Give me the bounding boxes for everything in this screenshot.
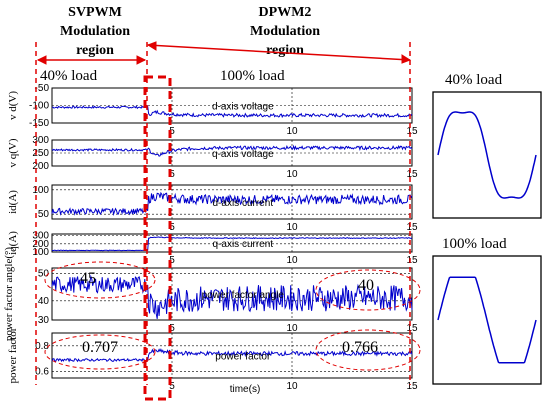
region-boundaries — [35, 42, 421, 401]
dpwm2-title-line1: DPWM2 — [259, 5, 312, 20]
panel-title-pf: power factor — [215, 352, 271, 363]
x-tick-label: 5 — [169, 255, 175, 266]
series-line-pf — [51, 348, 413, 363]
x-tick-label: 15 — [406, 255, 418, 266]
load-100-label: 100% load — [220, 68, 285, 84]
x-tick-label: 15 — [406, 323, 418, 334]
x-tick-label: 5 — [169, 323, 175, 334]
side-panel-bottom-title: 100% load — [442, 236, 507, 252]
panel-frame — [51, 332, 413, 379]
y-tick-label: 100 — [32, 247, 49, 258]
pf-40-value: 0.707 — [82, 339, 118, 356]
side-panel-bottom-waveform — [437, 276, 537, 364]
panel-pf: 0.8 0.6 5 10 15 power factor power factor — [7, 327, 418, 392]
panel-frame — [51, 233, 413, 253]
x-tick-label: 5 — [169, 126, 175, 137]
y-tick-label: 50 — [38, 209, 50, 220]
pf-angle-100-value: 40 — [358, 277, 374, 294]
y-tick-label: 50 — [38, 268, 50, 279]
side-panel-top-frame — [432, 91, 542, 219]
x-tick-label: 15 — [406, 222, 418, 233]
series-line-vq — [51, 144, 413, 157]
panel-frame — [51, 184, 413, 220]
x-tick-label: 10 — [286, 255, 298, 266]
y-tick-label: 40 — [38, 296, 50, 307]
svpwm-title-line3: region — [76, 43, 114, 58]
side-panel-top-waveform — [437, 111, 537, 199]
pf-40-ellipse — [44, 334, 156, 370]
y-axis-label-vd: v d(V) — [7, 91, 19, 120]
x-tick-label: 10 — [286, 169, 298, 180]
y-tick-label: 0.8 — [35, 341, 49, 352]
x-tick-label: 10 — [286, 126, 298, 137]
series-line-vd — [51, 105, 413, 119]
transient-highlight-box — [143, 75, 172, 401]
x-tick-label: 10 — [286, 222, 298, 233]
y-axis-label-vq: v q(V) — [7, 138, 19, 167]
x-tick-label: 5 — [169, 222, 175, 233]
side-panel-bottom-frame — [432, 255, 542, 385]
x-tick-label: 15 — [406, 169, 418, 180]
y-tick-label: -50 — [35, 83, 50, 94]
pf-100-ellipse — [315, 329, 421, 371]
y-axis-label-id: id(A) — [7, 190, 19, 214]
x-tick-label: 15 — [406, 381, 418, 392]
y-tick-label: -100 — [29, 101, 49, 112]
y-tick-label: 100 — [32, 185, 49, 196]
panel-pfa: 50 40 30 5 10 15 power factor angle power facto… — [3, 247, 418, 342]
x-tick-label: 5 — [169, 169, 175, 180]
y-axis-label-pfa: power factor angle(°) — [3, 247, 15, 342]
panel-id: 100 50 5 10 15 d-axis current id(A) — [7, 184, 418, 233]
x-axis-label: time(s) — [230, 384, 261, 395]
y-tick-label: 200 — [32, 239, 49, 250]
series-line-pfa — [51, 274, 413, 319]
x-tick-label: 10 — [286, 323, 298, 334]
panel-frame — [51, 267, 413, 321]
pf-100-value: 0.766 — [342, 339, 378, 356]
y-axis-label-pf: power factor — [7, 327, 19, 383]
panel-vd: -50 -100 -150 5 10 15 d-axis voltage v d(V) — [7, 83, 418, 137]
y-axis-label-iq: iq(A) — [7, 231, 19, 255]
panel-vq: 300 250 200 5 10 15 q-axis voltage v q(V) — [7, 135, 418, 180]
svpwm-title-line1: SVPWM — [68, 5, 122, 20]
y-tick-label: 30 — [38, 315, 50, 326]
series-line-id — [51, 191, 413, 217]
series-line-iq — [51, 236, 413, 252]
y-tick-label: 0.6 — [35, 367, 49, 378]
y-tick-label: 250 — [32, 148, 49, 159]
y-tick-label: 300 — [32, 231, 49, 242]
panel-title-iq: q-axis current — [213, 239, 274, 250]
dpwm2-title-line3: region — [266, 43, 304, 58]
x-tick-label: 5 — [169, 381, 175, 392]
side-panel-top-title: 40% load — [445, 72, 503, 88]
panel-title-pfa: power factor angle — [202, 290, 285, 301]
y-tick-label: 200 — [32, 161, 49, 172]
pf-angle-40-ellipse — [44, 261, 156, 299]
load-40-label: 40% load — [40, 68, 98, 84]
pf-angle-100-ellipse — [315, 269, 421, 311]
y-tick-label: -150 — [29, 118, 49, 129]
y-tick-label: 300 — [32, 135, 49, 146]
region-arrows — [36, 41, 412, 65]
panel-title-vd: d-axis voltage — [212, 102, 274, 113]
svpwm-title-line2: Modulation — [60, 24, 130, 39]
pf-angle-40-value: 45 — [80, 270, 96, 287]
panel-title-id: d-axis current — [213, 198, 274, 209]
x-tick-label: 10 — [286, 381, 298, 392]
x-tick-label: 15 — [406, 126, 418, 137]
dpwm2-title-line2: Modulation — [250, 24, 320, 39]
panel-title-vq: q-axis voltage — [212, 149, 274, 160]
